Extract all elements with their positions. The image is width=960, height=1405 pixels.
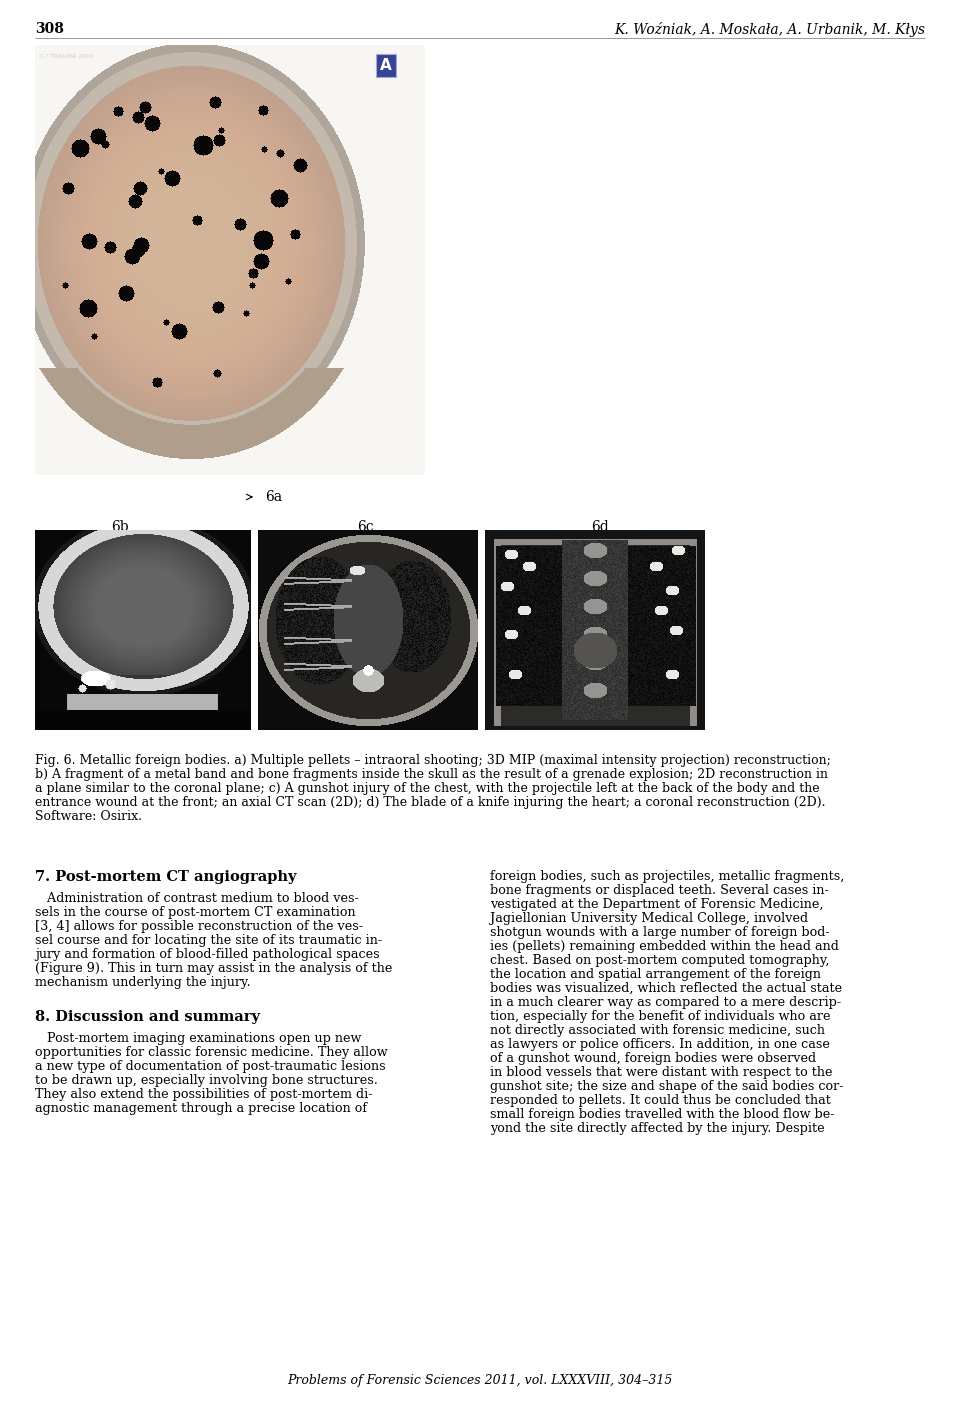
- Text: yond the site directly affected by the injury. Despite: yond the site directly affected by the i…: [490, 1123, 825, 1135]
- Text: mechanism underlying the injury.: mechanism underlying the injury.: [35, 976, 251, 989]
- Text: sel course and for locating the site of its traumatic in-: sel course and for locating the site of …: [35, 934, 382, 947]
- Text: as lawyers or police officers. In addition, in one case: as lawyers or police officers. In additi…: [490, 1038, 829, 1051]
- Text: K. Woźniak, A. Moskała, A. Urbanik, M. Kłys: K. Woźniak, A. Moskała, A. Urbanik, M. K…: [614, 22, 925, 37]
- Text: Administration of contrast medium to blood ves-: Administration of contrast medium to blo…: [35, 892, 359, 905]
- Text: a plane similar to the coronal plane; c) A gunshot injury of the chest, with the: a plane similar to the coronal plane; c)…: [35, 783, 820, 795]
- Text: in blood vessels that were distant with respect to the: in blood vessels that were distant with …: [490, 1066, 832, 1079]
- Text: opportunities for classic forensic medicine. They allow: opportunities for classic forensic medic…: [35, 1045, 388, 1059]
- Text: ies (pellets) remaining embedded within the head and: ies (pellets) remaining embedded within …: [490, 940, 839, 953]
- Text: small foreign bodies travelled with the blood flow be-: small foreign bodies travelled with the …: [490, 1109, 834, 1121]
- Text: A: A: [380, 58, 392, 73]
- Text: 8. Discussion and summary: 8. Discussion and summary: [35, 1010, 260, 1024]
- Text: 308: 308: [35, 22, 64, 37]
- Text: 6c: 6c: [357, 520, 373, 534]
- Text: bone fragments or displaced teeth. Several cases in-: bone fragments or displaced teeth. Sever…: [490, 884, 828, 896]
- Text: entrance wound at the front; an axial CT scan (2D); d) The blade of a knife inju: entrance wound at the front; an axial CT…: [35, 797, 826, 809]
- Text: [3, 4] allows for possible reconstruction of the ves-: [3, 4] allows for possible reconstructio…: [35, 920, 363, 933]
- Text: to be drawn up, especially involving bone structures.: to be drawn up, especially involving bon…: [35, 1073, 378, 1087]
- Text: 6a: 6a: [265, 490, 282, 504]
- Text: chest. Based on post-mortem computed tomography,: chest. Based on post-mortem computed tom…: [490, 954, 829, 967]
- Text: a new type of documentation of post-traumatic lesions: a new type of documentation of post-trau…: [35, 1059, 386, 1073]
- Text: Fig. 6. Metallic foreign bodies. a) Multiple pellets – intraoral shooting; 3D MI: Fig. 6. Metallic foreign bodies. a) Mult…: [35, 754, 830, 767]
- Text: responded to pellets. It could thus be concluded that: responded to pellets. It could thus be c…: [490, 1094, 830, 1107]
- Text: agnostic management through a precise location of: agnostic management through a precise lo…: [35, 1102, 367, 1116]
- Text: in a much clearer way as compared to a mere descrip-: in a much clearer way as compared to a m…: [490, 996, 841, 1009]
- Text: Software: Osirix.: Software: Osirix.: [35, 811, 142, 823]
- Text: gunshot site; the size and shape of the said bodies cor-: gunshot site; the size and shape of the …: [490, 1080, 844, 1093]
- Text: foreign bodies, such as projectiles, metallic fragments,: foreign bodies, such as projectiles, met…: [490, 870, 845, 882]
- Text: sels in the course of post-mortem CT examination: sels in the course of post-mortem CT exa…: [35, 906, 355, 919]
- Text: of a gunshot wound, foreign bodies were observed: of a gunshot wound, foreign bodies were …: [490, 1052, 816, 1065]
- Text: bodies was visualized, which reflected the actual state: bodies was visualized, which reflected t…: [490, 982, 842, 995]
- Text: Post-mortem imaging examinations open up new: Post-mortem imaging examinations open up…: [35, 1033, 361, 1045]
- Text: jury and formation of blood-filled pathological spaces: jury and formation of blood-filled patho…: [35, 948, 379, 961]
- Text: tion, especially for the benefit of individuals who are: tion, especially for the benefit of indi…: [490, 1010, 830, 1023]
- Text: the location and spatial arrangement of the foreign: the location and spatial arrangement of …: [490, 968, 821, 981]
- Text: G / TRAUMA 2000: G / TRAUMA 2000: [39, 53, 94, 59]
- Text: vestigated at the Department of Forensic Medicine,: vestigated at the Department of Forensic…: [490, 898, 824, 910]
- Text: (Figure 9). This in turn may assist in the analysis of the: (Figure 9). This in turn may assist in t…: [35, 962, 393, 975]
- Text: not directly associated with forensic medicine, such: not directly associated with forensic me…: [490, 1024, 825, 1037]
- Text: They also extend the possibilities of post-mortem di-: They also extend the possibilities of po…: [35, 1087, 372, 1102]
- Text: Jagiellonian University Medical College, involved: Jagiellonian University Medical College,…: [490, 912, 808, 924]
- Text: shotgun wounds with a large number of foreign bod-: shotgun wounds with a large number of fo…: [490, 926, 829, 939]
- Text: b) A fragment of a metal band and bone fragments inside the skull as the result : b) A fragment of a metal band and bone f…: [35, 769, 828, 781]
- Text: Problems of Forensic Sciences 2011, vol. LXXXVIII, 304–315: Problems of Forensic Sciences 2011, vol.…: [287, 1374, 673, 1387]
- Text: 7. Post-mortem CT angiography: 7. Post-mortem CT angiography: [35, 870, 297, 884]
- Text: 6d: 6d: [591, 520, 609, 534]
- Text: 6b: 6b: [111, 520, 129, 534]
